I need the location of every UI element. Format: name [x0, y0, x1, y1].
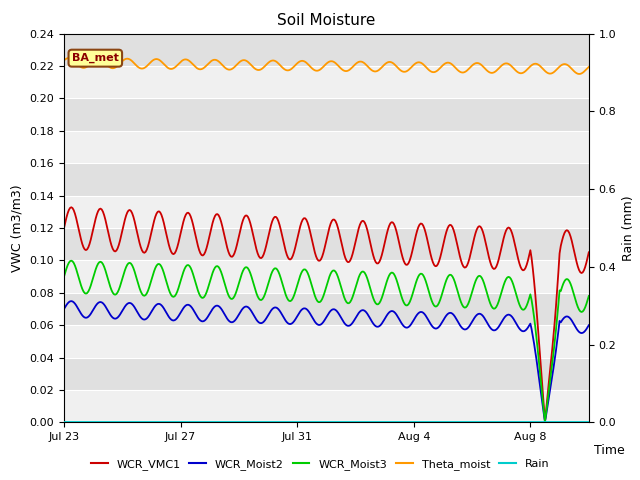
Bar [64, 66, 589, 98]
Y-axis label: VWC (m3/m3): VWC (m3/m3) [11, 184, 24, 272]
Y-axis label: Rain (mm): Rain (mm) [622, 195, 635, 261]
Bar [64, 98, 589, 131]
Title: Soil Moisture: Soil Moisture [277, 13, 376, 28]
Text: BA_met: BA_met [72, 53, 119, 63]
Bar [64, 163, 589, 195]
X-axis label: Time: Time [595, 444, 625, 457]
Bar [64, 228, 589, 260]
Bar [64, 293, 589, 325]
Bar [64, 325, 589, 358]
Bar [64, 131, 589, 163]
Bar [64, 390, 589, 422]
Bar [64, 34, 589, 66]
Bar [64, 358, 589, 390]
Bar [64, 195, 589, 228]
Legend: WCR_VMC1, WCR_Moist2, WCR_Moist3, Theta_moist, Rain: WCR_VMC1, WCR_Moist2, WCR_Moist3, Theta_… [86, 455, 554, 474]
Bar [64, 260, 589, 293]
